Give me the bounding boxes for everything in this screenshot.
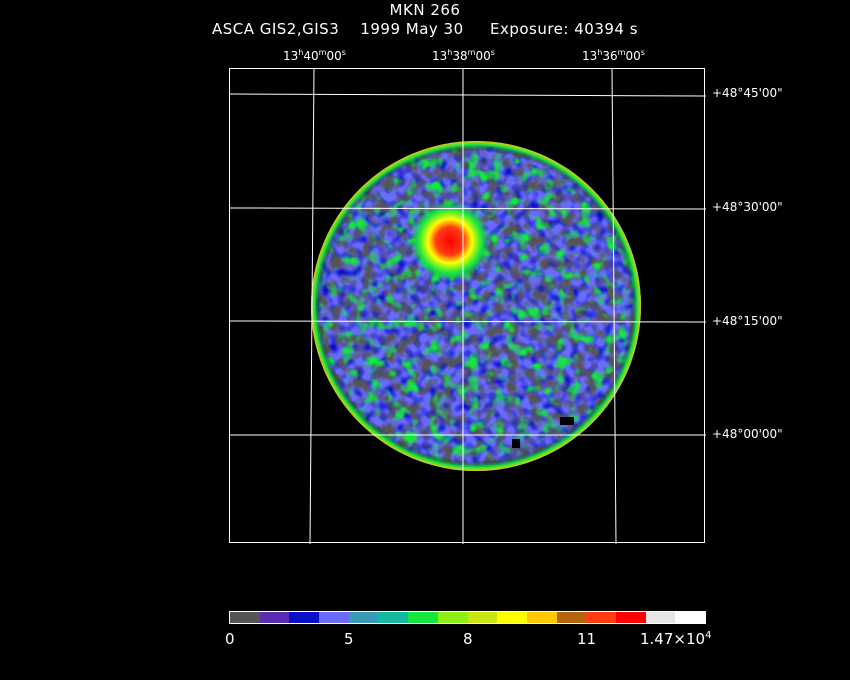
object-title: MKN 266 bbox=[389, 1, 461, 19]
colorbar-swatch bbox=[645, 612, 676, 623]
date-label: 1999 May 30 bbox=[360, 20, 464, 38]
colorbar-swatch bbox=[289, 612, 320, 623]
colorbar-label: 8 bbox=[463, 630, 473, 648]
exposure-label: Exposure: 40394 s bbox=[489, 20, 639, 38]
colorbar-swatch bbox=[675, 612, 705, 623]
colorbar-swatch bbox=[348, 612, 379, 623]
colorbar-swatch bbox=[526, 612, 557, 623]
colorbar-label: 5 bbox=[344, 630, 354, 648]
colorbar-swatch bbox=[437, 612, 468, 623]
colorbar bbox=[229, 611, 706, 624]
image-frame bbox=[229, 68, 707, 545]
colorbar-swatch bbox=[319, 612, 349, 623]
colorbar-swatch bbox=[408, 612, 438, 623]
instrument-label: ASCA GIS2,GIS3 bbox=[211, 20, 340, 38]
colorbar-swatch bbox=[497, 612, 527, 623]
dec-tick-label: +48°15'00" bbox=[712, 314, 783, 328]
colorbar-swatch bbox=[556, 612, 587, 623]
dec-tick-label: +48°30'00" bbox=[712, 200, 783, 214]
dec-tick-label: +48°45'00" bbox=[712, 86, 783, 100]
colorbar-swatch bbox=[586, 612, 616, 623]
colorbar-swatch bbox=[378, 612, 409, 623]
ra-tick-label: 13h38m00s bbox=[432, 48, 495, 63]
ra-tick-label: 13h40m00s bbox=[283, 48, 346, 63]
ra-tick-label: 13h36m00s bbox=[582, 48, 645, 63]
dec-tick-label: +48°00'00" bbox=[712, 427, 783, 441]
colorbar-swatch bbox=[230, 612, 260, 623]
xray-image bbox=[229, 68, 707, 545]
colorbar-swatch bbox=[615, 612, 646, 623]
subtitle: ASCA GIS2,GIS3 1999 May 30 Exposure: 403… bbox=[0, 20, 850, 38]
colorbar-max-label: 1.47×104 bbox=[640, 630, 712, 648]
colorbar-label: 11 bbox=[577, 630, 597, 648]
colorbar-swatch bbox=[259, 612, 290, 623]
colorbar-label: 0 bbox=[225, 630, 235, 648]
colorbar-swatch bbox=[467, 612, 498, 623]
